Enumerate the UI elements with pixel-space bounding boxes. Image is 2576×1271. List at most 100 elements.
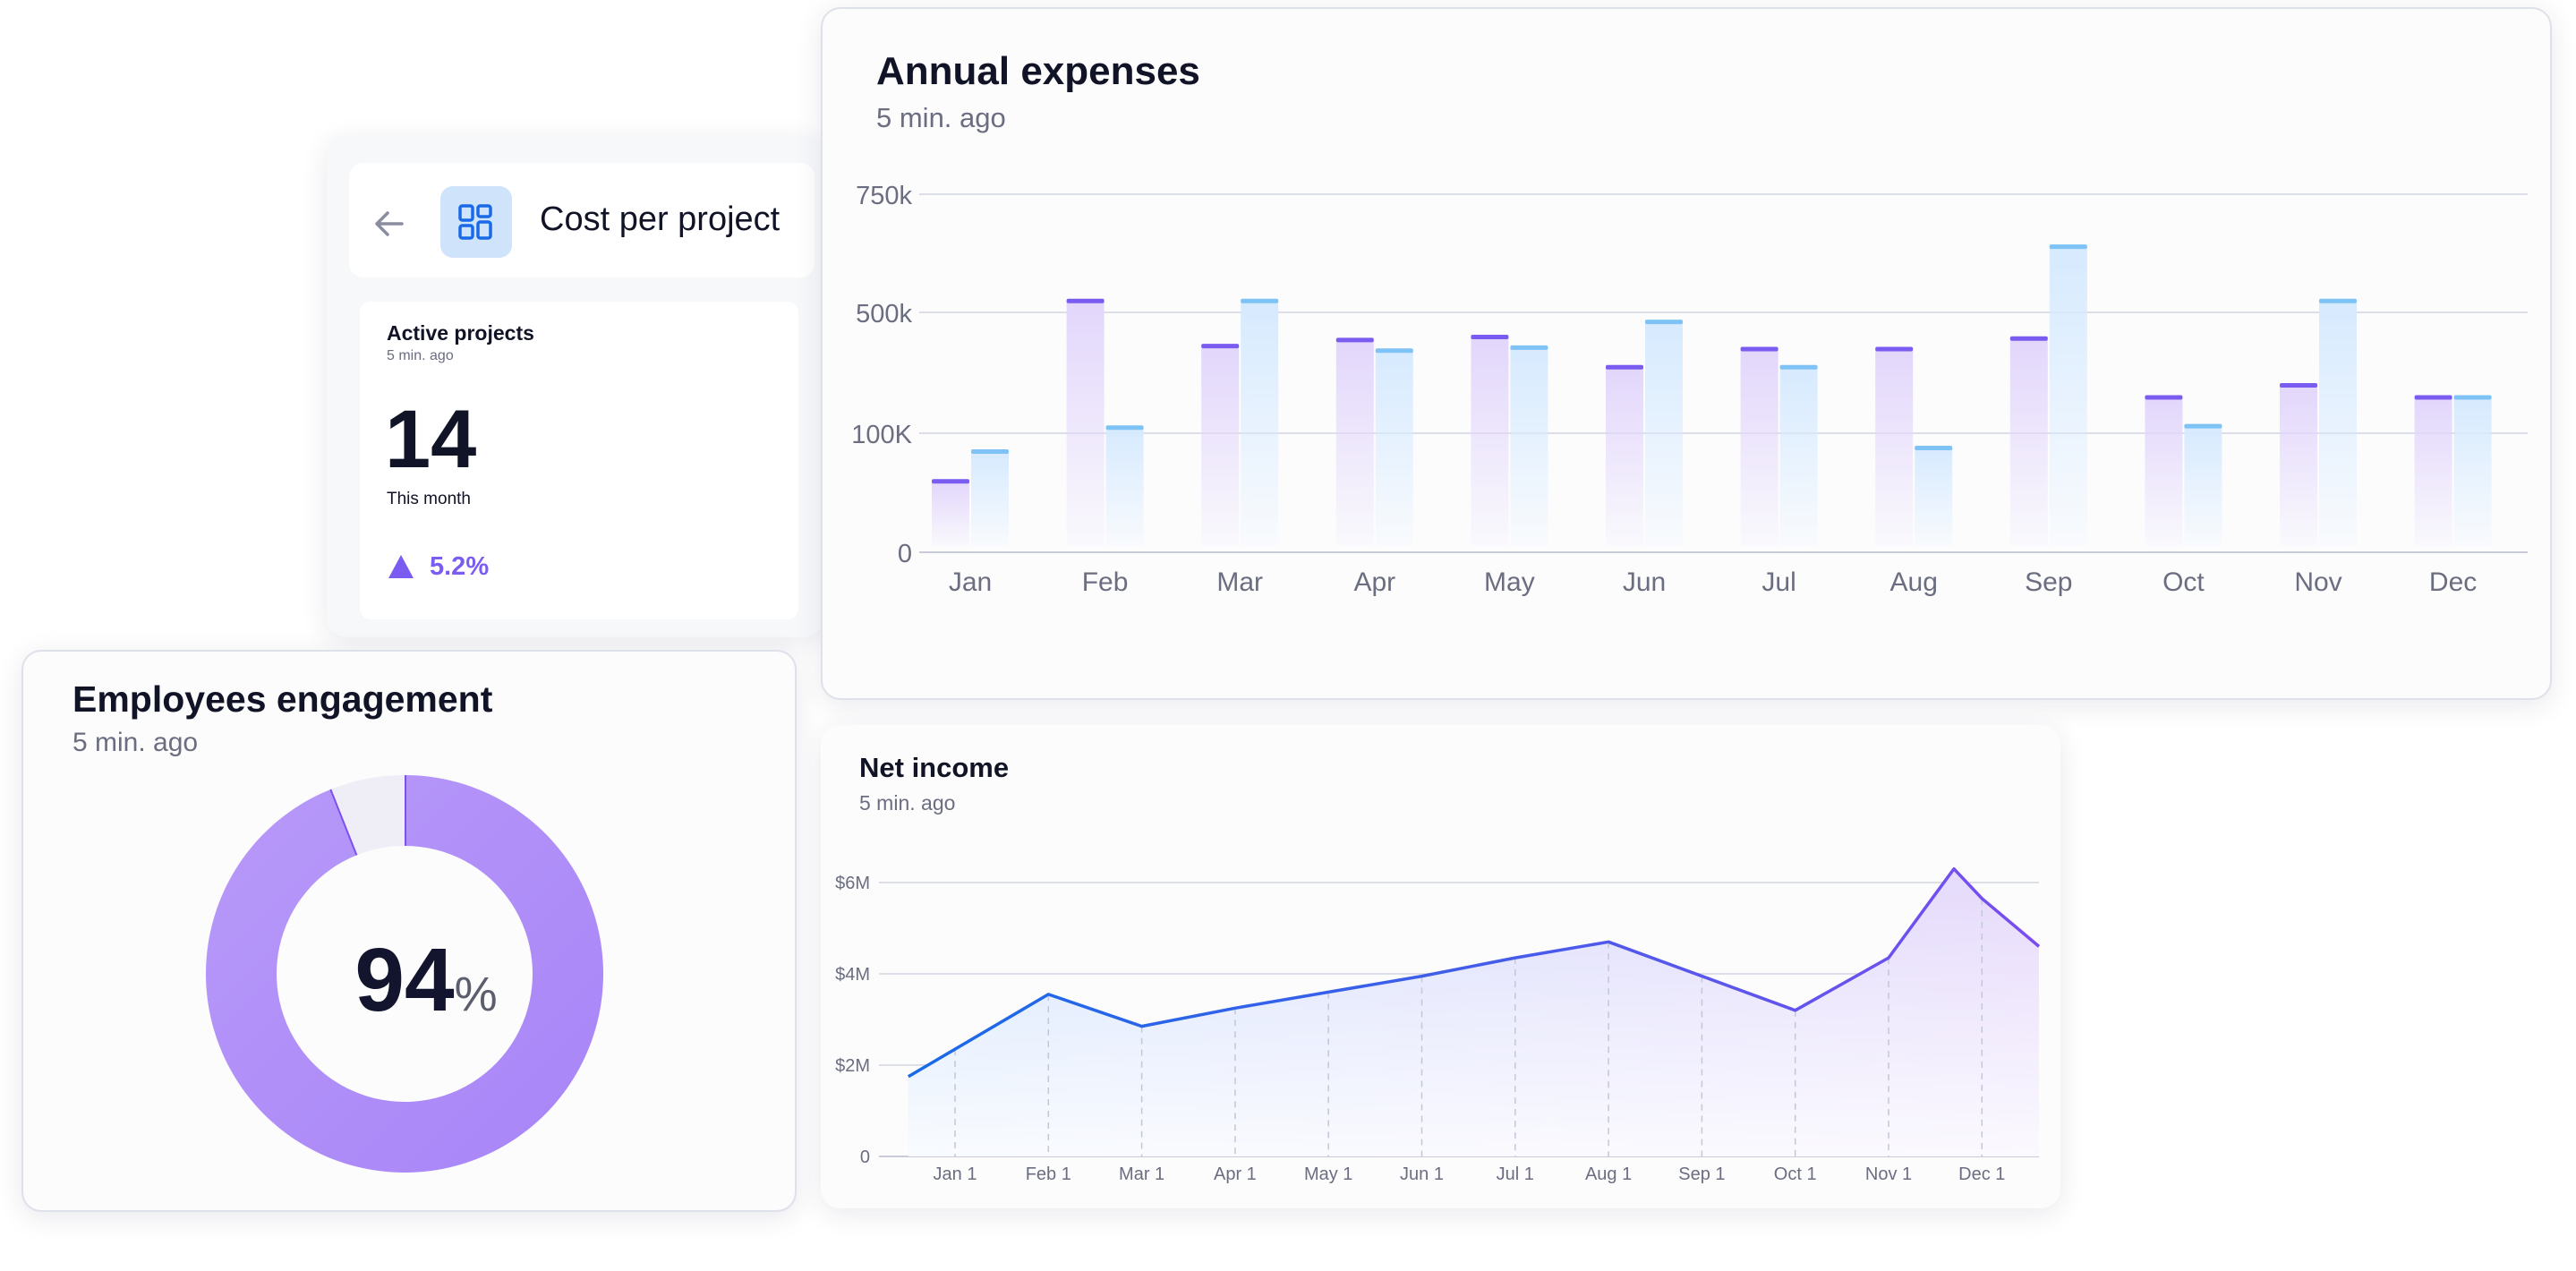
- bar-b: [2049, 246, 2087, 546]
- x-tick-label: Jul 1: [1497, 1164, 1534, 1184]
- engagement-value-wrap: 94%: [202, 929, 650, 1032]
- bar-a: [2414, 397, 2452, 546]
- bar-cap-a: [2280, 383, 2317, 388]
- x-tick-label: Sep: [2025, 567, 2072, 597]
- bar-cap-a: [1335, 337, 1374, 343]
- bar-a: [2280, 385, 2317, 546]
- bar-b: [1915, 447, 1953, 546]
- x-tick-label: Jun: [1623, 567, 1666, 597]
- bar-b: [1645, 321, 1683, 546]
- bar-a: [1740, 348, 1778, 546]
- bar-b: [971, 450, 1009, 546]
- x-tick-label: May: [1484, 567, 1535, 597]
- net-income-area-fade: [908, 868, 2039, 1156]
- bar-a: [1606, 366, 1643, 546]
- cost-per-project-title: Cost per project: [540, 200, 780, 238]
- bar-b: [2453, 397, 2492, 546]
- employees-engagement-card: Employees engagement 5 min. ago 94%: [21, 650, 797, 1212]
- bar-cap-a: [932, 479, 969, 484]
- bar-a: [1335, 339, 1374, 546]
- bar-cap-a: [1471, 335, 1509, 339]
- bar-cap-a: [1066, 298, 1105, 303]
- bar-cap-b: [971, 448, 1009, 454]
- x-tick-label: Oct 1: [1774, 1164, 1817, 1184]
- bar-b: [1241, 300, 1279, 546]
- bar-cap-b: [2184, 423, 2222, 429]
- net-income-card: Net income 5 min. ago 0 $2M $4M $6M Jan 1 Feb…: [821, 725, 2060, 1208]
- x-tick-label: Dec 1: [1958, 1164, 2005, 1184]
- annual-expenses-updated: 5 min. ago: [876, 102, 1006, 133]
- x-tick-label: Jan 1: [934, 1164, 977, 1184]
- bar-cap-b: [1915, 445, 1953, 450]
- x-tick-label: Jun 1: [1400, 1164, 1444, 1184]
- x-tick-label: Oct: [2162, 567, 2205, 597]
- arrow-left-icon[interactable]: [371, 206, 407, 242]
- net-income-line: [907, 866, 2041, 1079]
- bar-cap-b: [1645, 320, 1683, 325]
- dashboard-grid-icon: [458, 204, 492, 240]
- engagement-value: 94: [354, 930, 455, 1030]
- bar-a: [2009, 337, 2048, 546]
- active-projects-change: 5.2%: [430, 552, 490, 581]
- bar-a: [1201, 345, 1240, 546]
- x-tick-label: Jan: [949, 567, 992, 597]
- x-tick-label: Mar: [1216, 567, 1263, 597]
- donut-slice-not-engaged: [331, 775, 405, 856]
- y-tick-label: $4M: [835, 965, 870, 985]
- annual-expenses-title: Annual expenses: [876, 49, 1200, 93]
- employees-engagement-donut: [205, 775, 603, 1173]
- triangle-up-icon: [388, 555, 414, 578]
- active-projects-period: This month: [387, 490, 471, 508]
- bar-cap-a: [1606, 364, 1643, 370]
- employees-engagement-title: Employees engagement: [73, 678, 493, 720]
- x-tick-label: Aug: [1890, 567, 1938, 597]
- y-tick-label: 0: [860, 1147, 870, 1167]
- bar-cap-b: [2049, 244, 2087, 250]
- y-tick-label: $6M: [835, 874, 870, 893]
- cost-per-project-card: Cost per project Active projects 5 min. …: [327, 136, 823, 637]
- x-tick-label: Feb: [1082, 567, 1129, 597]
- x-tick-label: Mar 1: [1119, 1164, 1164, 1184]
- bar-cap-a: [1201, 344, 1240, 349]
- annual-expenses-chart: 0 100K 500k 750k Jan Feb Mar Apr May Jun Jul Aug Sep…: [851, 182, 2528, 597]
- bar-b: [1375, 350, 1413, 546]
- net-income-updated: 5 min. ago: [859, 791, 956, 815]
- bar-a: [2145, 397, 2183, 546]
- y-tick-label: $2M: [835, 1056, 870, 1076]
- active-projects-value: 14: [385, 394, 477, 485]
- bar-cap-b: [1375, 348, 1413, 354]
- active-projects-updated: 5 min. ago: [387, 348, 454, 363]
- x-tick-label: May 1: [1304, 1164, 1352, 1184]
- bar-a: [1875, 348, 1914, 546]
- x-tick-label: Apr 1: [1214, 1164, 1257, 1184]
- x-tick-label: Feb 1: [1026, 1164, 1071, 1184]
- bar-cap-b: [1779, 364, 1818, 370]
- bar-cap-a: [2009, 336, 2048, 341]
- x-tick-label: Dec: [2429, 567, 2477, 597]
- x-tick-label: Nov: [2294, 567, 2341, 597]
- net-income-chart: 0 $2M $4M $6M Jan 1 Feb 1 Mar 1 Apr 1 May 1 Jun 1…: [835, 866, 2041, 1184]
- x-tick-label: Apr: [1353, 567, 1395, 597]
- bar-b: [1510, 346, 1548, 546]
- bar-a: [1471, 337, 1509, 546]
- bar-b: [2319, 300, 2357, 546]
- bar-a: [1066, 300, 1105, 546]
- bar-b: [2184, 425, 2222, 546]
- y-tick-label: 500k: [856, 300, 912, 328]
- x-tick-label: Aug 1: [1585, 1164, 1632, 1184]
- annual-expenses-card: Annual expenses 5 min. ago 0 100K 500k 750k…: [821, 7, 2552, 700]
- bar-cap-b: [1241, 298, 1279, 303]
- active-projects-title: Active projects: [387, 321, 534, 345]
- bar-cap-b: [1105, 425, 1144, 431]
- x-tick-label: Sep 1: [1678, 1164, 1725, 1184]
- bar-cap-a: [1740, 346, 1778, 352]
- bar-cap-a: [2145, 395, 2183, 400]
- engagement-unit: %: [454, 968, 498, 1021]
- employees-engagement-updated: 5 min. ago: [73, 728, 199, 757]
- cost-per-project-header: [349, 163, 815, 277]
- active-projects-card: Active projects 5 min. ago 14 This month…: [360, 302, 798, 619]
- bar-b: [1105, 427, 1144, 546]
- bar-cap-a: [1875, 346, 1914, 352]
- bar-cap-b: [1510, 345, 1548, 350]
- bar-cap-b: [2319, 298, 2357, 303]
